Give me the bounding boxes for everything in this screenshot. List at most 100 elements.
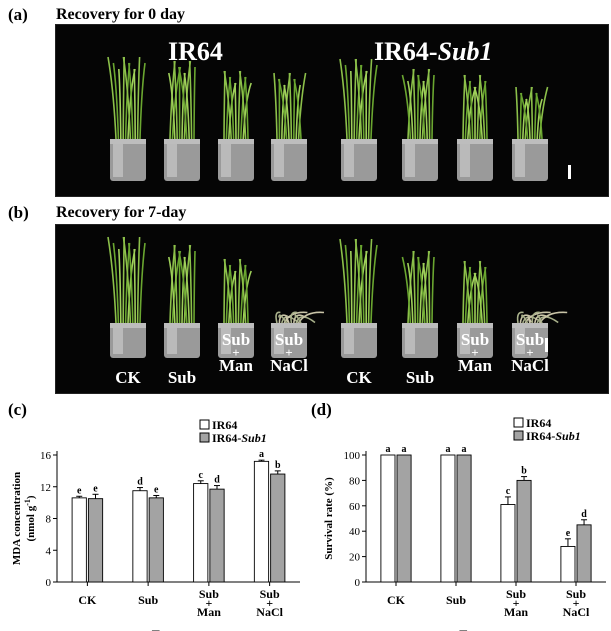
y-axis-title-main: MDA concentration	[11, 472, 23, 565]
rice-pot	[107, 236, 146, 358]
pot-rim	[402, 139, 438, 144]
panel-d-label: (d)	[311, 400, 332, 419]
x-tick-label-line: CK	[78, 593, 97, 607]
y-tick-label: 80	[349, 475, 361, 487]
rice-leaf	[122, 56, 132, 140]
rice-leaf	[427, 68, 431, 140]
bar-ir64-sub1	[209, 488, 225, 583]
rice-leaf	[416, 74, 420, 140]
rice-pot	[271, 72, 307, 181]
rice-leaf	[462, 260, 466, 324]
x-tick-label-line: Sub	[138, 593, 158, 607]
rice-leaf	[139, 62, 146, 140]
rice-leaf	[431, 256, 435, 324]
photo-treatment-label-line: Sub	[221, 330, 251, 349]
rice-leaf	[478, 74, 486, 140]
rice-leaf	[422, 262, 428, 324]
rice-leaf	[133, 68, 136, 140]
significance-letter: a	[462, 444, 467, 455]
rice-leaf	[527, 316, 532, 324]
pot-rim	[271, 139, 307, 144]
rice-leaf	[173, 60, 178, 140]
x-tick-label-line: Sub	[260, 587, 280, 601]
rice-pot	[218, 258, 254, 358]
photo-treatment-label-line: CK	[346, 368, 372, 387]
rice-leaf	[228, 76, 235, 140]
photo-a-scene	[107, 56, 571, 181]
pot-shine	[221, 143, 231, 177]
rice-pot	[164, 244, 200, 358]
x-tick-label-line: +	[266, 596, 273, 610]
rice-leaf	[237, 70, 242, 140]
pot-shine	[460, 327, 470, 354]
photo-treatment-label: Sub + Man	[445, 331, 505, 374]
photo-b-scene	[107, 236, 568, 358]
genotype-ir64-sub1-label: IR64-Sub1	[374, 37, 492, 67]
rice-leaf	[112, 242, 120, 324]
x-tick-label: CK	[78, 593, 97, 607]
panel-a-title: Recovery for 0 day	[56, 6, 185, 23]
rice-leaf	[484, 80, 488, 140]
rice-leaf	[484, 266, 488, 324]
genotype-prefix: IR64-	[374, 37, 438, 66]
rice-leaf	[139, 242, 146, 324]
rice-leaf	[407, 80, 414, 140]
rice-leaf	[401, 256, 412, 324]
legend-label-prefix: IR64-	[526, 429, 555, 443]
rice-leaf	[516, 311, 524, 324]
bar-ir64-sub1	[87, 498, 104, 583]
legend-swatch-ir64-sub1	[199, 432, 210, 443]
rice-leaf	[353, 238, 357, 324]
legend-label-sub1: Sub1	[555, 429, 580, 443]
rice-leaf	[275, 311, 281, 324]
pot-rim	[110, 139, 146, 144]
y-axis-title-sup: -1	[23, 499, 32, 506]
pot-rim	[341, 139, 377, 144]
pot-rim	[218, 323, 254, 328]
rice-leaf	[122, 236, 125, 324]
rice-leaf	[367, 238, 373, 324]
rice-leaf	[468, 80, 474, 140]
rice-leaf	[223, 258, 232, 324]
rice-pot	[401, 250, 438, 358]
pots-a	[107, 56, 549, 181]
photo-treatment-label-line: Sub	[274, 330, 304, 349]
y-tick-label: 8	[46, 514, 52, 526]
rice-leaf	[297, 311, 325, 324]
rice-leaf	[417, 74, 426, 140]
significance-letter: d	[581, 509, 587, 520]
rice-leaf	[370, 244, 378, 324]
significance-letter: b	[521, 466, 527, 477]
rice-leaf	[277, 78, 288, 140]
rice-leaf	[427, 250, 431, 324]
x-tick-label-line: CK	[387, 593, 406, 607]
x-tick-label-line: NaCl	[256, 605, 283, 619]
rice-leaf	[519, 92, 529, 140]
rice-pot	[512, 86, 549, 181]
significance-letter: a	[445, 444, 450, 455]
y-tick-label: 4	[46, 545, 52, 557]
x-tick-label: Sub + Man	[504, 587, 528, 619]
x-axis-title: Treatment	[152, 627, 206, 631]
rice-leaf	[360, 64, 365, 140]
x-tick-label-line: Sub	[446, 593, 466, 607]
y-tick-label: 16	[40, 450, 52, 462]
pot-rim	[341, 323, 377, 328]
photo-treatment-label-line: Sub	[405, 368, 435, 387]
legend-label-ir64: IR64	[212, 418, 237, 432]
rice-leaf	[293, 78, 302, 140]
rice-leaf	[107, 236, 117, 324]
rice-leaf	[350, 70, 353, 140]
genotype-sub1-italic: Sub1	[437, 37, 493, 66]
legend-label-prefix: IR64-	[212, 431, 241, 445]
rice-pot	[164, 60, 200, 181]
x-tick-label-line: +	[205, 596, 212, 610]
photo-treatment-label-line: +	[471, 345, 479, 360]
panel-c-label: (c)	[8, 400, 27, 419]
rice-leaf	[412, 68, 416, 140]
rice-leaf	[515, 86, 519, 140]
bar-ir64	[132, 490, 148, 583]
rice-leaf	[244, 76, 249, 140]
rice-leaf	[234, 82, 237, 140]
rice-leaf	[531, 311, 541, 324]
